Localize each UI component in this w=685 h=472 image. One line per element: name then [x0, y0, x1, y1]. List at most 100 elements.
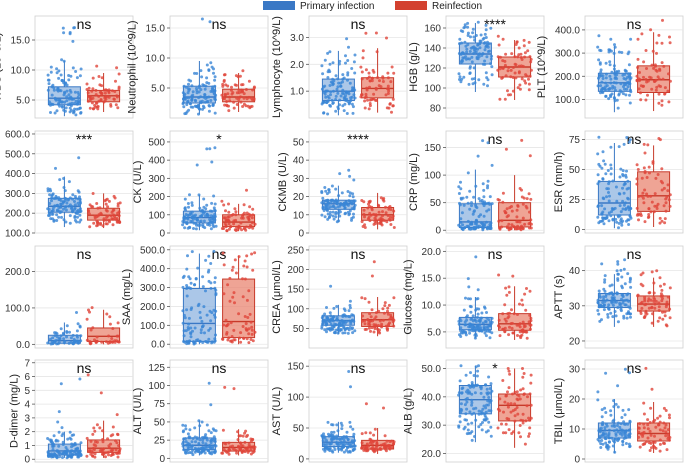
data-point	[386, 92, 390, 95]
significance-label: ns	[627, 246, 642, 262]
data-point	[658, 138, 662, 142]
data-point	[464, 412, 468, 416]
data-point	[343, 309, 347, 312]
data-point	[65, 95, 69, 99]
data-point	[49, 342, 53, 346]
data-point	[460, 227, 464, 231]
data-point	[363, 223, 367, 227]
box-reinfection	[221, 251, 257, 345]
data-point	[649, 76, 653, 80]
data-point	[52, 88, 56, 92]
data-point	[599, 84, 603, 88]
data-point	[186, 443, 190, 447]
data-point	[598, 73, 601, 77]
data-point	[384, 93, 388, 97]
y-tick-label: 20.0	[422, 449, 442, 460]
data-point	[184, 440, 188, 444]
y-axis-label: Lymphocyte (10^9/L)	[271, 16, 283, 118]
data-point	[609, 95, 613, 99]
data-point	[75, 76, 79, 80]
data-point	[346, 78, 349, 82]
data-point	[182, 105, 186, 109]
data-point	[472, 195, 476, 199]
data-point	[347, 199, 351, 203]
data-point	[392, 296, 396, 300]
data-point	[661, 181, 664, 185]
data-point	[343, 206, 347, 210]
data-point	[502, 327, 506, 331]
data-point	[341, 331, 345, 335]
data-point	[625, 136, 629, 139]
data-point	[326, 112, 330, 116]
data-point	[599, 303, 603, 307]
data-point	[78, 197, 82, 201]
y-tick-label: 0	[574, 455, 580, 466]
data-point	[239, 442, 243, 445]
data-point	[466, 31, 470, 35]
box-primary-infection	[596, 34, 633, 113]
data-point	[501, 379, 505, 382]
data-point	[212, 67, 215, 71]
data-point	[459, 326, 463, 330]
data-point	[479, 33, 483, 37]
data-point	[661, 297, 664, 300]
data-point	[470, 401, 474, 405]
data-point	[608, 48, 612, 52]
data-point	[611, 179, 615, 183]
data-point	[191, 93, 195, 97]
data-point	[195, 163, 199, 167]
data-point	[650, 200, 654, 204]
data-point	[63, 339, 67, 343]
data-point	[190, 440, 194, 444]
data-point	[51, 103, 55, 106]
data-point	[205, 147, 209, 151]
data-point	[63, 90, 66, 94]
data-point	[328, 328, 332, 332]
data-point	[607, 199, 611, 203]
data-point	[619, 82, 623, 86]
data-point	[599, 70, 603, 74]
data-point	[91, 107, 95, 111]
data-point	[513, 390, 517, 394]
data-point	[182, 313, 186, 317]
data-point	[480, 428, 484, 432]
y-tick-label: 50	[293, 424, 305, 435]
data-point	[252, 98, 256, 102]
data-point	[338, 59, 342, 63]
data-point	[471, 314, 475, 318]
data-point	[642, 422, 646, 426]
data-point	[329, 93, 332, 97]
data-point	[353, 199, 357, 203]
data-point	[212, 313, 216, 317]
y-tick-label: 400	[148, 156, 165, 167]
data-point	[612, 423, 616, 427]
y-tick-label: 50.0	[422, 364, 442, 375]
data-point	[359, 65, 363, 69]
data-point	[353, 96, 357, 100]
data-point	[50, 93, 54, 97]
data-point	[511, 66, 515, 69]
data-point	[653, 440, 657, 444]
points-primary-infection	[46, 377, 83, 460]
data-point	[629, 76, 633, 80]
data-point	[346, 90, 350, 94]
data-point	[460, 59, 464, 63]
data-point	[522, 196, 526, 200]
data-point	[484, 320, 488, 324]
data-point	[79, 111, 83, 114]
data-point	[227, 227, 231, 231]
data-point	[206, 449, 210, 453]
data-point	[117, 72, 121, 76]
data-point	[518, 322, 522, 326]
data-point	[204, 289, 207, 293]
y-tick-label: 500.0	[5, 149, 30, 160]
data-point	[110, 337, 114, 340]
data-point	[53, 339, 57, 343]
y-tick-label: 0.0	[151, 340, 165, 351]
data-point	[192, 340, 196, 344]
data-point	[244, 88, 248, 91]
data-point	[99, 222, 102, 226]
data-point	[528, 392, 532, 396]
data-point	[323, 215, 327, 219]
data-point	[200, 209, 204, 213]
